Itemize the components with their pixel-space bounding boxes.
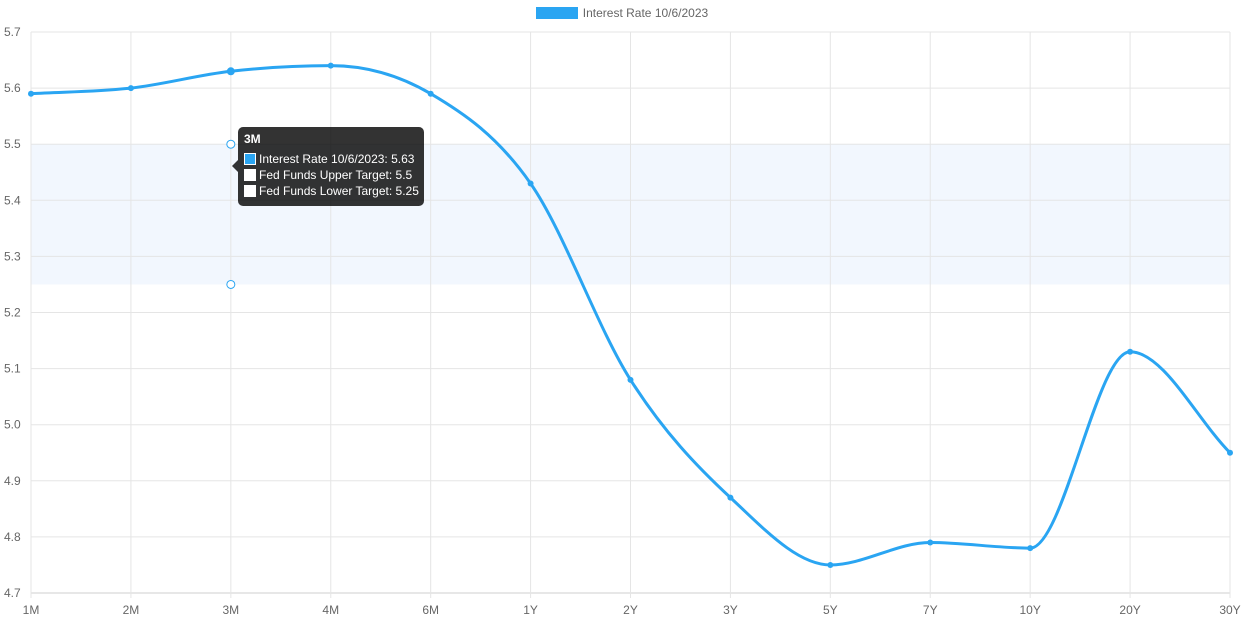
data-point (1027, 545, 1034, 552)
data-point (727, 494, 734, 501)
y-tick-label: 5.1 (4, 362, 21, 376)
y-tick-label: 5.2 (4, 306, 21, 320)
y-tick-label: 5.4 (4, 193, 21, 207)
tooltip: 3M Interest Rate 10/6/2023: 5.63 Fed Fun… (232, 127, 424, 206)
fed-target-point (226, 279, 236, 289)
data-point (1227, 449, 1233, 456)
x-tick-label: 5Y (823, 603, 838, 617)
series-line-interest-rate (30, 64, 1232, 567)
legend-label: Interest Rate 10/6/2023 (582, 6, 709, 20)
data-point (327, 62, 334, 69)
x-tick-label: 30Y (1219, 603, 1240, 617)
x-tick-label: 1Y (523, 603, 538, 617)
x-tick-label: 7Y (923, 603, 938, 617)
tooltip-swatch (244, 153, 256, 165)
legend[interactable]: Interest Rate 10/6/2023 (0, 6, 1244, 20)
y-tick-label: 5.5 (4, 137, 21, 151)
tooltip-row-upper: Fed Funds Upper Target: 5.5 (244, 168, 418, 184)
y-tick-label: 5.6 (4, 81, 21, 95)
data-point (127, 85, 134, 92)
tooltip-caret (232, 160, 238, 172)
tooltip-row-lower: Fed Funds Lower Target: 5.25 (244, 184, 419, 200)
tooltip-row-text: Interest Rate 10/6/2023: 5.63 (259, 152, 415, 166)
data-point (827, 561, 834, 568)
data-point (527, 180, 534, 187)
x-tick-label: 2M (123, 603, 140, 617)
y-tick-label: 4.7 (4, 586, 21, 600)
x-tick-label: 6M (422, 603, 439, 617)
tooltip-title: 3M (244, 132, 261, 146)
legend-swatch (535, 7, 578, 19)
data-point (28, 90, 34, 97)
data-point (627, 376, 634, 383)
y-tick-label: 4.9 (4, 474, 21, 488)
tooltip-swatch (244, 185, 256, 197)
y-tick-label: 5.0 (4, 418, 21, 432)
data-point (1127, 348, 1134, 355)
x-tick-label: 3Y (723, 603, 738, 617)
x-tick-label: 4M (322, 603, 339, 617)
tooltip-row-rate: Interest Rate 10/6/2023: 5.63 (244, 152, 418, 168)
tooltip-swatch (244, 169, 256, 181)
data-point (927, 539, 934, 546)
x-tick-label: 1M (23, 603, 40, 617)
tooltip-row-text: Fed Funds Upper Target: 5.5 (259, 168, 413, 182)
fed-target-point (226, 139, 236, 149)
y-tick-label: 4.8 (4, 530, 21, 544)
x-tick-label: 2Y (623, 603, 638, 617)
data-point (226, 67, 235, 76)
y-tick-label: 5.3 (4, 249, 21, 263)
tooltip-row-text: Fed Funds Lower Target: 5.25 (259, 184, 419, 198)
x-tick-label: 10Y (1019, 603, 1040, 617)
data-point (427, 90, 434, 97)
x-tick-label: 3M (222, 603, 239, 617)
x-tick-label: 20Y (1119, 603, 1140, 617)
y-tick-label: 5.7 (4, 25, 21, 39)
